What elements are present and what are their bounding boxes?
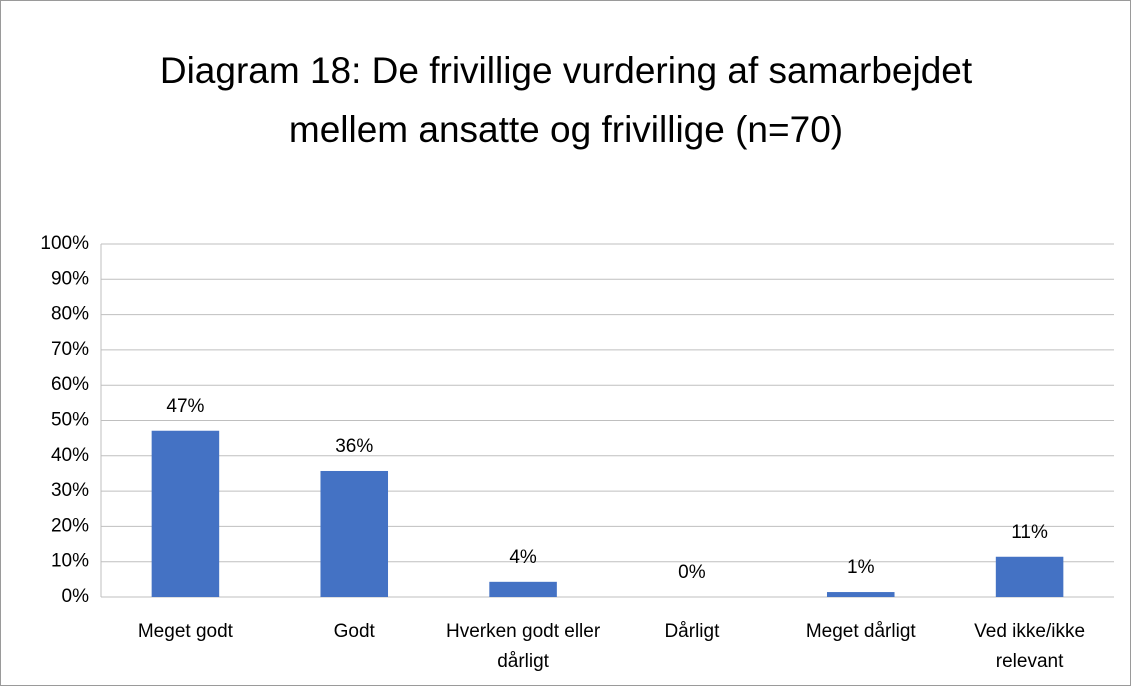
chart-title: Diagram 18: De frivillige vurdering af s… [159, 50, 973, 150]
x-tick-label: Hverken godt eller dårligt [445, 621, 601, 672]
data-label: 4% [509, 547, 537, 568]
y-tick-label: 20% [51, 515, 89, 536]
y-tick-label: 60% [51, 374, 89, 395]
bar [489, 581, 557, 597]
data-label: 47% [166, 396, 204, 417]
x-tick-label: Meget dårligt [805, 621, 916, 642]
data-label: 1% [847, 557, 875, 578]
y-tick-label: 90% [51, 268, 89, 289]
x-tick-label: Dårligt [664, 621, 720, 642]
y-tick-label: 50% [51, 410, 89, 431]
x-tick-label: Meget godt [137, 621, 233, 642]
data-label: 11% [1011, 522, 1048, 543]
bar [151, 430, 220, 597]
y-tick-label: 80% [51, 304, 89, 325]
y-tick-label: 70% [51, 339, 89, 360]
y-tick-label: 100% [40, 233, 89, 254]
bar [826, 592, 895, 597]
x-tick-label: Godt [333, 621, 375, 642]
data-label: 36% [335, 436, 373, 457]
y-tick-label: 10% [51, 551, 89, 572]
y-tick-label: 40% [51, 445, 89, 466]
bar [995, 556, 1064, 597]
y-tick-label: 30% [51, 480, 89, 501]
bar [320, 470, 389, 597]
y-tick-label: 0% [62, 586, 90, 607]
data-label: 0% [678, 562, 706, 583]
x-tick-label: Ved ikke/ikke relevant [974, 621, 1086, 672]
